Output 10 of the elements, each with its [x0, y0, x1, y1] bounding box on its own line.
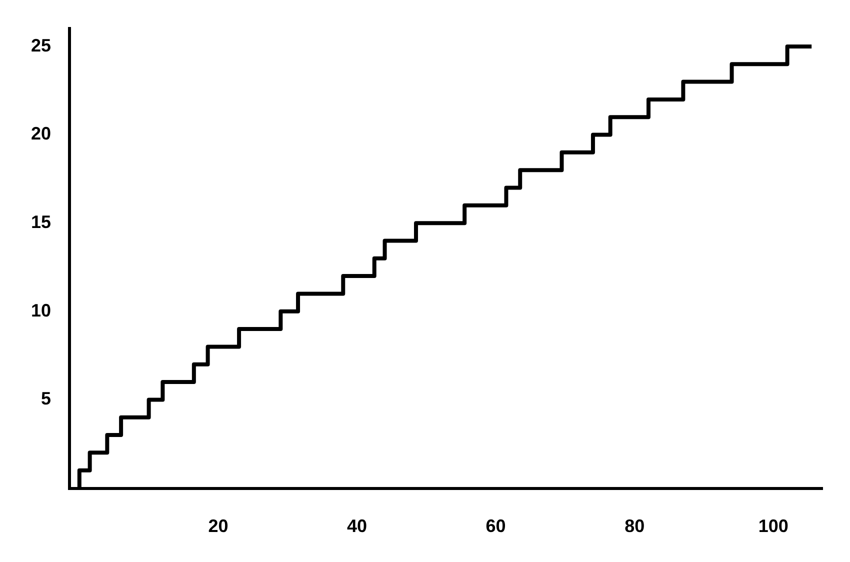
y-tick-label: 15 — [30, 212, 51, 232]
y-tick-label: 10 — [30, 300, 51, 320]
y-tick-label: 5 — [40, 388, 51, 409]
x-tick-label: 60 — [486, 516, 506, 536]
x-tick-label: 40 — [347, 516, 368, 536]
y-tick-label: 20 — [30, 124, 51, 144]
x-tick-label: 80 — [624, 516, 645, 536]
x-tick-label: 20 — [208, 516, 228, 536]
y-tick-label: 25 — [30, 35, 51, 56]
x-tick-label: 100 — [758, 516, 788, 536]
